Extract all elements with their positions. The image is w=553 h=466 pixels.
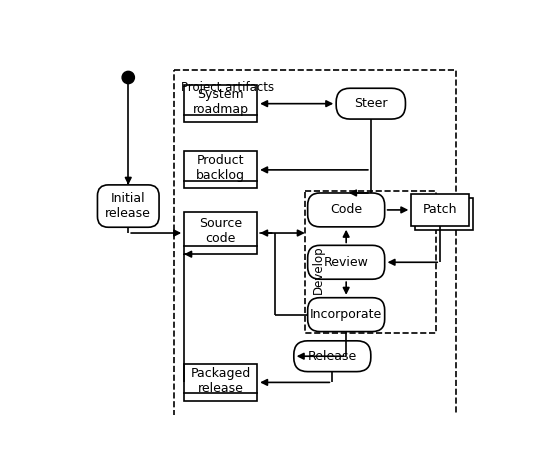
Bar <box>411 194 469 226</box>
Bar <box>415 198 473 230</box>
Text: Patch: Patch <box>423 204 457 216</box>
Text: Release: Release <box>307 350 357 363</box>
Bar <box>184 85 257 122</box>
Text: Develop: Develop <box>311 245 325 294</box>
FancyBboxPatch shape <box>336 88 405 119</box>
Text: Incorporate: Incorporate <box>310 308 382 321</box>
Text: Steer: Steer <box>354 97 388 110</box>
Text: System
roadmap: System roadmap <box>192 88 249 116</box>
Text: Code: Code <box>330 204 362 216</box>
Circle shape <box>122 71 134 83</box>
Text: Initial
release: Initial release <box>105 192 151 220</box>
Text: Product
backlog: Product backlog <box>196 154 245 182</box>
Text: Packaged
release: Packaged release <box>191 367 251 395</box>
Text: Project artifacts: Project artifacts <box>181 81 274 94</box>
FancyBboxPatch shape <box>307 245 385 279</box>
FancyBboxPatch shape <box>307 298 385 332</box>
FancyBboxPatch shape <box>294 341 371 371</box>
Bar <box>184 151 257 188</box>
Bar <box>174 70 456 416</box>
Text: Source
code: Source code <box>199 218 242 246</box>
Text: Review: Review <box>324 256 369 269</box>
Bar <box>305 191 436 333</box>
Bar <box>184 212 257 254</box>
FancyBboxPatch shape <box>307 193 385 227</box>
Bar <box>184 364 257 401</box>
FancyBboxPatch shape <box>97 185 159 227</box>
